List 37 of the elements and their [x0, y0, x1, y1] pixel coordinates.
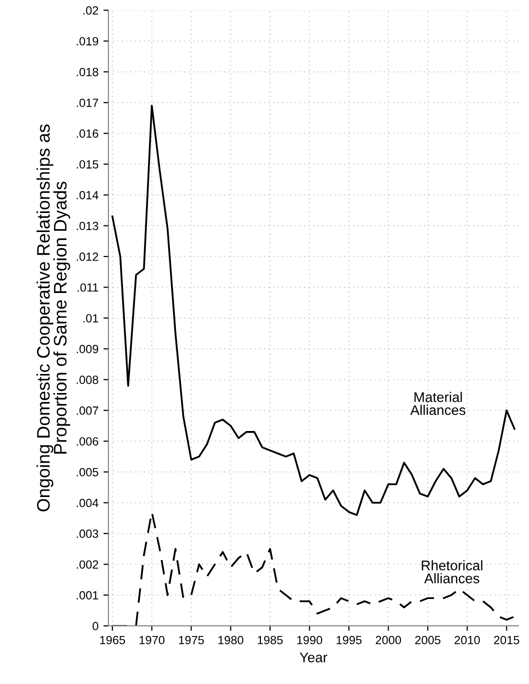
- x-tick-label: 1995: [336, 636, 362, 644]
- y-tick-label: .006: [76, 437, 98, 446]
- x-tick-label: 1970: [140, 636, 164, 644]
- y-tick-label: .012: [76, 252, 98, 261]
- y-tick-label: .019: [76, 37, 98, 46]
- x-tick-label: 2015: [494, 636, 520, 644]
- y-tick-label: .018: [76, 68, 98, 76]
- y-tick-label: .007: [76, 406, 98, 415]
- y-tick-label: .015: [76, 160, 98, 169]
- x-tick-label: 1990: [297, 636, 322, 644]
- x-tick-label: 2000: [376, 636, 402, 644]
- x-tick-label: 2010: [454, 636, 480, 644]
- y-tick-label: .003: [76, 530, 98, 538]
- y-tick-label: .013: [76, 222, 98, 230]
- x-tick-label: 1975: [179, 636, 204, 644]
- x-tick-label: 2005: [415, 636, 440, 644]
- y-tick-label: .017: [76, 98, 98, 107]
- y-tick-label: .008: [76, 376, 98, 384]
- line-series: [111, 104, 516, 516]
- y-tick-label: .005: [76, 468, 98, 476]
- y-tick-label: .004: [76, 498, 98, 508]
- x-tick-label: 1980: [218, 636, 244, 644]
- x-tick-label: 1985: [258, 636, 283, 644]
- series-label: Rhetorical Alliances: [422, 560, 482, 584]
- y-tick-label: .011: [78, 283, 98, 292]
- y-tick-label: 0: [92, 622, 98, 630]
- x-axis-title: Year: [300, 652, 328, 662]
- y-tick-label: .002: [76, 560, 98, 569]
- y-tick-label: .016: [76, 129, 98, 138]
- y-axis-title: Ongoing Domestic Cooperative Relationships as Proportion of Same Region Dyads: [36, 124, 70, 512]
- y-tick-label: .001: [76, 591, 98, 600]
- x-tick-label: 1965: [100, 636, 126, 644]
- text: Material Alliances: [410, 392, 466, 416]
- y-tick-label: .01: [83, 314, 98, 322]
- y-tick-label: .014: [76, 190, 98, 200]
- y-tick-label: .02: [83, 6, 98, 15]
- y-tick-label: .009: [76, 344, 98, 354]
